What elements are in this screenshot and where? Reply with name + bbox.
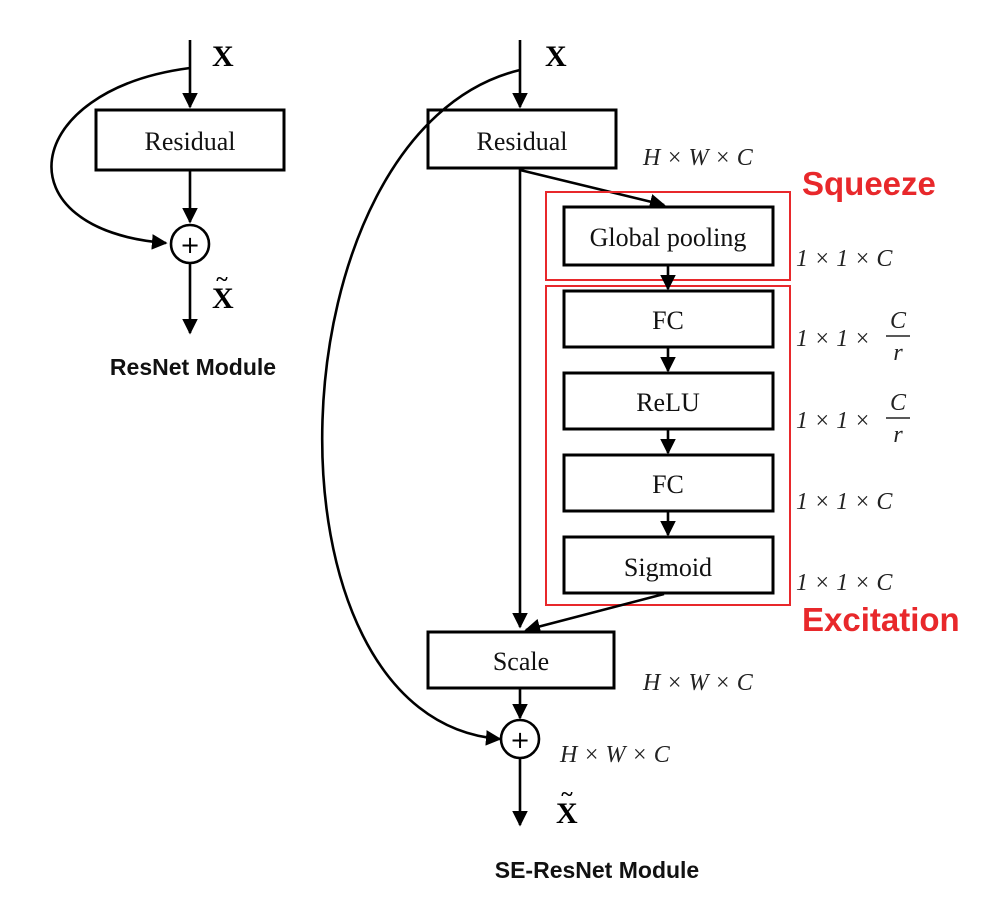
fc1-box (562, 289, 775, 349)
se-resnet-module: X Residual H × W × C Squeeze Global pool… (320, 40, 960, 883)
relu-dims-prefix: 1 × 1 × (796, 408, 870, 434)
excitation-label: Excitation (802, 601, 960, 638)
scale-dims: H × W × C (642, 670, 754, 696)
scale-box (426, 630, 616, 690)
relu-dims-denominator: r (893, 422, 903, 448)
sigmoid-dims: 1 × 1 × C (796, 570, 893, 596)
relu-label: ReLU (636, 388, 700, 417)
se-resnet-caption: SE-ResNet Module (495, 857, 699, 883)
se-branch-to-pooling-arrow (519, 168, 666, 210)
fc2-dims: 1 × 1 × C (796, 489, 893, 515)
resnet-output-tilde: ~ (216, 266, 228, 291)
fc1-dims-denominator: r (893, 340, 903, 366)
fc1-dims-prefix: 1 × 1 × (796, 326, 870, 352)
se-sum-dims: H × W × C (559, 742, 671, 768)
resnet-output-label: X (212, 282, 234, 315)
resnet-caption: ResNet Module (110, 354, 276, 380)
se-sum-symbol: + (510, 726, 530, 754)
sigmoid-box (562, 535, 775, 595)
resnet-module: X Residual + ~ X ResNet Module (50, 40, 286, 380)
se-skip-connection (320, 68, 521, 746)
resnet-sum-symbol: + (180, 231, 200, 259)
global-pooling-label: Global pooling (590, 223, 747, 252)
fc1-label: FC (652, 306, 684, 335)
se-input-label: X (545, 40, 567, 73)
sigmoid-label: Sigmoid (624, 553, 712, 582)
se-residual-label: Residual (477, 127, 568, 156)
se-output-tilde: ~ (561, 781, 573, 806)
resnet-skip-connection (50, 66, 191, 250)
fc2-label: FC (652, 470, 684, 499)
se-residual-dims: H × W × C (642, 145, 754, 171)
relu-dims-numerator: C (890, 390, 907, 416)
resnet-input-label: X (212, 40, 234, 73)
fc1-dims-numerator: C (890, 308, 907, 334)
sigmoid-to-scale-arrow (524, 592, 665, 635)
se-output-label: X (556, 797, 578, 830)
resnet-residual-label: Residual (145, 127, 236, 156)
scale-label: Scale (493, 647, 549, 676)
global-pooling-box (562, 205, 775, 267)
se-residual-box (426, 108, 618, 170)
global-pooling-dims: 1 × 1 × C (796, 246, 893, 272)
squeeze-label: Squeeze (802, 165, 936, 202)
